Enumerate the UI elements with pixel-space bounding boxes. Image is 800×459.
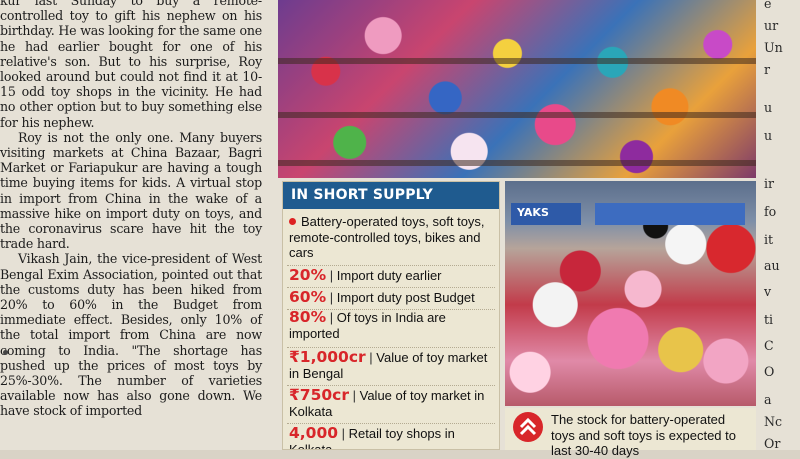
column-fragment: C (764, 338, 774, 353)
column-fragment: e (764, 0, 772, 11)
fact-figure: 4,000 (289, 424, 339, 442)
column-fragment: O (764, 364, 775, 379)
divider (287, 265, 495, 266)
fact-figure: ₹1,000cr (289, 348, 366, 366)
column-fragment: v (764, 284, 772, 299)
divider (287, 347, 495, 348)
fact-figure: 80% (289, 308, 327, 326)
column-fragment: fo (764, 204, 777, 219)
fact-item: ₹750cr | Value of toy market in Kolkata (289, 386, 485, 419)
fact-figure: ₹750cr (289, 386, 349, 404)
article-paragraph-2: Roy is not the only one. Many buyers vis… (0, 129, 262, 252)
article-paragraph-3: Vikash Jain, the vice-president of West … (0, 251, 262, 419)
article-column: kur last Sunday to buy a remote-controll… (0, 0, 270, 450)
shelf-line (278, 160, 756, 166)
in-short-supply-box: IN SHORT SUPPLY Battery-operated toys, s… (282, 181, 500, 450)
divider (287, 309, 495, 310)
fact-text: Value of toy market in Kolkata (289, 388, 485, 419)
fact-item: 4,000 | Retail toy shops in Kolkata (289, 424, 493, 450)
fact-item: 60% | Import duty post Budget (289, 288, 475, 306)
soft-toys-photo: YAKS (505, 181, 756, 406)
sign-text: YAKS (517, 206, 549, 219)
margin-bullet (3, 350, 8, 355)
fact-figure: 20% (289, 266, 327, 284)
caption-text: The stock for battery-operated toys and … (551, 412, 736, 459)
divider (287, 385, 495, 386)
box-title: IN SHORT SUPPLY (291, 187, 433, 203)
fact-item: ₹1,000cr | Value of toy market in Bengal (289, 348, 488, 381)
article-paragraph-1: kur last Sunday to buy a remote-controll… (0, 0, 262, 130)
column-fragment: u (764, 128, 773, 143)
column-fragment: ti (764, 312, 774, 327)
fact-figure: 60% (289, 288, 327, 306)
column-fragment: Nc (764, 414, 783, 429)
column-fragment: Or (764, 436, 781, 450)
fact-text: Retail toy shops in Kolkata (289, 426, 455, 450)
divider (287, 423, 495, 424)
column-fragment: Un (764, 40, 783, 55)
fact-text: Value of toy market in Bengal (289, 350, 488, 381)
fact-item: 20% | Import duty earlier (289, 266, 442, 284)
column-fragment: ir (764, 176, 775, 191)
column-fragment: r (764, 62, 771, 77)
box-header: IN SHORT SUPPLY (283, 182, 499, 209)
fact-text: Import duty post Budget (336, 290, 475, 305)
fact-text: Import duty earlier (336, 268, 442, 283)
column-fragment: it (764, 232, 774, 247)
photo-caption: The stock for battery-operated toys and … (505, 408, 756, 458)
red-bullet-icon (289, 218, 296, 225)
column-fragment: au (764, 258, 780, 273)
shelf-line (278, 58, 756, 64)
box-intro: Battery-operated toys, soft toys, remote… (289, 214, 489, 261)
box-intro-text: Battery-operated toys, soft toys, remote… (289, 214, 485, 261)
column-fragment: a (764, 392, 772, 407)
divider (287, 287, 495, 288)
fact-text: Of toys in India are imported (289, 310, 446, 341)
chevron-up-icon (513, 412, 543, 442)
shop-signboard (595, 203, 745, 225)
column-fragment: ur (764, 18, 779, 33)
shop-signboard: YAKS (511, 203, 581, 225)
fact-item: 80% | Of toys in India are imported (289, 308, 446, 341)
toy-shop-photo (278, 0, 756, 178)
column-fragment: u (764, 100, 773, 115)
shelf-line (278, 112, 756, 118)
